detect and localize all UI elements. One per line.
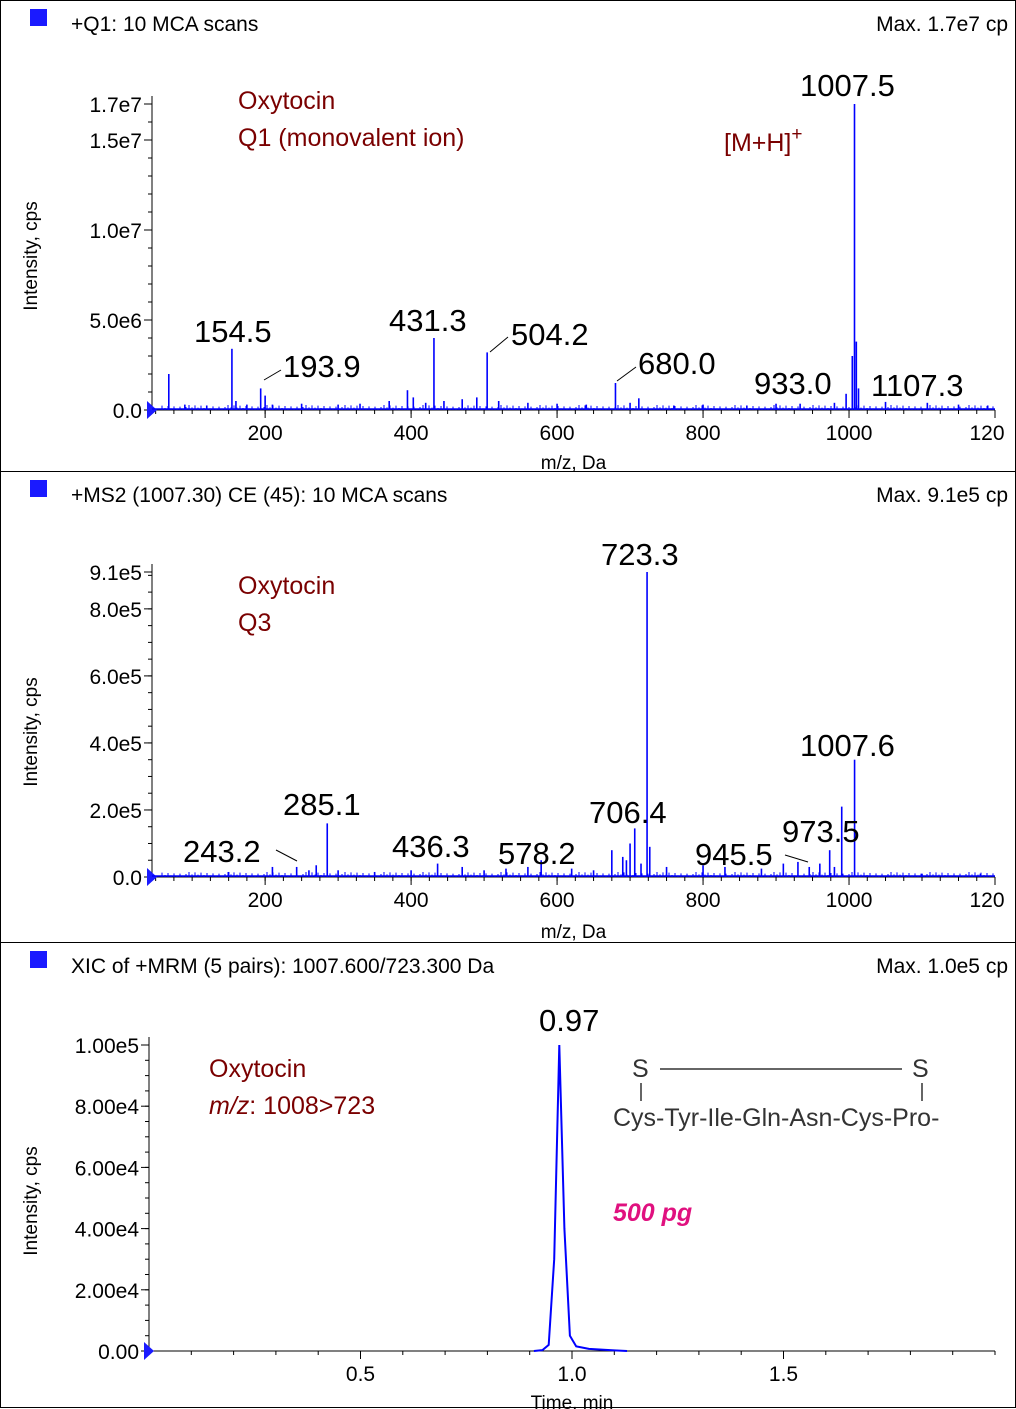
ms2-spectrum-chart: +MS2 (1007.30) CE (45): 10 MCA scans Max… bbox=[21, 480, 1008, 943]
y-axis-title: Intensity, cps bbox=[21, 201, 42, 310]
peak-label-leader bbox=[489, 336, 509, 353]
ion-annotation: [M+H]+ bbox=[724, 124, 802, 157]
peak-label: 680.0 bbox=[638, 346, 716, 381]
panel-header-right: Max. 1.0e5 cp bbox=[876, 955, 1008, 978]
x-tick-label: 1000 bbox=[826, 889, 873, 912]
peak-label: 154.5 bbox=[194, 314, 272, 349]
y-tick-label: 1.5e7 bbox=[89, 130, 142, 153]
baseline-marker bbox=[147, 868, 157, 886]
x-tick-label: 1.0 bbox=[557, 1363, 586, 1386]
y-axis-title: Intensity, cps bbox=[21, 677, 42, 786]
peak-label-leader bbox=[263, 369, 282, 381]
peak-label: 973.5 bbox=[782, 814, 860, 849]
ion-label: [M+H] bbox=[724, 129, 791, 157]
x-tick-label: 600 bbox=[540, 422, 575, 445]
x-tick-label: 600 bbox=[540, 889, 575, 912]
panel-header-right: Max. 1.7e7 cp bbox=[876, 13, 1008, 36]
x-tick-label: 120 bbox=[969, 889, 1004, 912]
x-tick-label: 120 bbox=[969, 422, 1004, 445]
panel-header-right: Max. 9.1e5 cp bbox=[876, 484, 1008, 507]
panel-header-left: +MS2 (1007.30) CE (45): 10 MCA scans bbox=[71, 484, 447, 507]
peak-label: 0.97 bbox=[539, 1003, 599, 1038]
peak-label: 193.9 bbox=[283, 349, 361, 384]
y-tick-label: 1.7e7 bbox=[89, 94, 142, 117]
ms2-spectrum-panel: +MS2 (1007.30) CE (45): 10 MCA scans Max… bbox=[0, 471, 1016, 943]
transition-annotation: m/z: 1008>723 bbox=[209, 1092, 375, 1120]
q1-spectrum-chart: +Q1: 10 MCA scans Max. 1.7e7 cp Oxytocin… bbox=[21, 9, 1008, 473]
y-tick-label: 5.0e6 bbox=[89, 310, 142, 333]
compound-annotation: Oxytocin bbox=[238, 572, 335, 600]
baseline-marker bbox=[147, 401, 157, 419]
x-tick-label: 800 bbox=[686, 889, 721, 912]
peak-label: 723.3 bbox=[601, 537, 679, 572]
baseline-marker bbox=[144, 1342, 154, 1360]
y-tick-label: 4.0e5 bbox=[89, 733, 142, 756]
x-tick-label: 800 bbox=[686, 422, 721, 445]
y-tick-label: 2.00e4 bbox=[75, 1280, 140, 1303]
xic-chromatogram-chart: XIC of +MRM (5 pairs): 1007.600/723.300 … bbox=[21, 951, 1008, 1409]
y-tick-label: 1.0e7 bbox=[89, 220, 142, 243]
y-tick-label: 0.0 bbox=[113, 400, 142, 423]
panel-marker-square bbox=[30, 951, 47, 968]
y-tick-label: 2.0e5 bbox=[89, 800, 142, 823]
y-tick-label: 8.0e5 bbox=[89, 599, 142, 622]
transition-value: : 1008>723 bbox=[249, 1092, 375, 1120]
amount-annotation: 500 pg bbox=[613, 1199, 692, 1227]
x-tick-label: 400 bbox=[394, 889, 429, 912]
y-tick-label: 0.00 bbox=[98, 1341, 139, 1364]
compound-annotation: Oxytocin bbox=[209, 1055, 306, 1083]
peptide-sequence: Cys-Tyr-Ile-Gln-Asn-Cys-Pro- bbox=[613, 1104, 939, 1132]
y-tick-label: 8.00e4 bbox=[75, 1096, 140, 1119]
peak-label: 431.3 bbox=[389, 303, 467, 338]
xic-trace bbox=[533, 1044, 628, 1352]
panel-marker-square bbox=[30, 9, 47, 26]
panel-header-left: +Q1: 10 MCA scans bbox=[71, 13, 258, 36]
peak-label: 945.5 bbox=[695, 837, 773, 872]
compound-annotation: Oxytocin bbox=[238, 87, 335, 115]
peak-label: 1007.5 bbox=[800, 68, 895, 103]
y-tick-label: 9.1e5 bbox=[89, 562, 142, 585]
x-tick-label: 200 bbox=[248, 422, 283, 445]
peak-label-leader bbox=[784, 854, 809, 863]
x-axis-title: m/z, Da bbox=[541, 453, 607, 473]
panel-marker-square bbox=[30, 480, 47, 497]
peak-label: 706.4 bbox=[589, 795, 667, 830]
y-axis-title: Intensity, cps bbox=[21, 1146, 42, 1255]
scan-mode-annotation: Q3 bbox=[238, 609, 271, 637]
peak-label-leader bbox=[616, 366, 637, 382]
panel-header-left: XIC of +MRM (5 pairs): 1007.600/723.300 … bbox=[71, 955, 494, 978]
peak-label: 504.2 bbox=[511, 317, 589, 352]
y-tick-label: 4.00e4 bbox=[75, 1219, 140, 1242]
peak-label: 1107.3 bbox=[871, 368, 964, 403]
q1-spectrum-panel: +Q1: 10 MCA scans Max. 1.7e7 cp Oxytocin… bbox=[0, 0, 1016, 473]
x-axis-title: m/z, Da bbox=[541, 922, 607, 943]
x-tick-label: 400 bbox=[394, 422, 429, 445]
peak-label: 285.1 bbox=[283, 787, 361, 822]
ion-charge-sup: + bbox=[791, 124, 802, 145]
x-tick-label: 0.5 bbox=[346, 1363, 375, 1386]
oxytocin-structure: S S Cys-Tyr-Ile-Gln-Asn-Cys-Pro- bbox=[613, 1055, 939, 1132]
sulfur-left: S bbox=[632, 1055, 649, 1083]
x-tick-label: 200 bbox=[248, 889, 283, 912]
y-tick-label: 6.00e4 bbox=[75, 1157, 140, 1180]
x-tick-label: 1.5 bbox=[769, 1363, 798, 1386]
y-tick-label: 0.0 bbox=[113, 867, 142, 890]
xic-chromatogram-panel: XIC of +MRM (5 pairs): 1007.600/723.300 … bbox=[0, 942, 1016, 1409]
peak-label: 578.2 bbox=[498, 836, 576, 871]
y-tick-label: 6.0e5 bbox=[89, 666, 142, 689]
x-tick-label: 1000 bbox=[826, 422, 873, 445]
x-axis-title: Time, min bbox=[531, 1393, 614, 1409]
peak-label: 933.0 bbox=[754, 366, 832, 401]
peak-label: 1007.6 bbox=[800, 728, 895, 763]
y-tick-label: 1.00e5 bbox=[75, 1035, 139, 1058]
peak-label: 243.2 bbox=[183, 834, 261, 869]
peak-label-leader bbox=[275, 849, 298, 862]
scan-mode-annotation: Q1 (monovalent ion) bbox=[238, 124, 465, 152]
mz-italic-label: m/z bbox=[209, 1092, 250, 1120]
sulfur-right: S bbox=[912, 1055, 929, 1083]
peak-label: 436.3 bbox=[392, 829, 470, 864]
